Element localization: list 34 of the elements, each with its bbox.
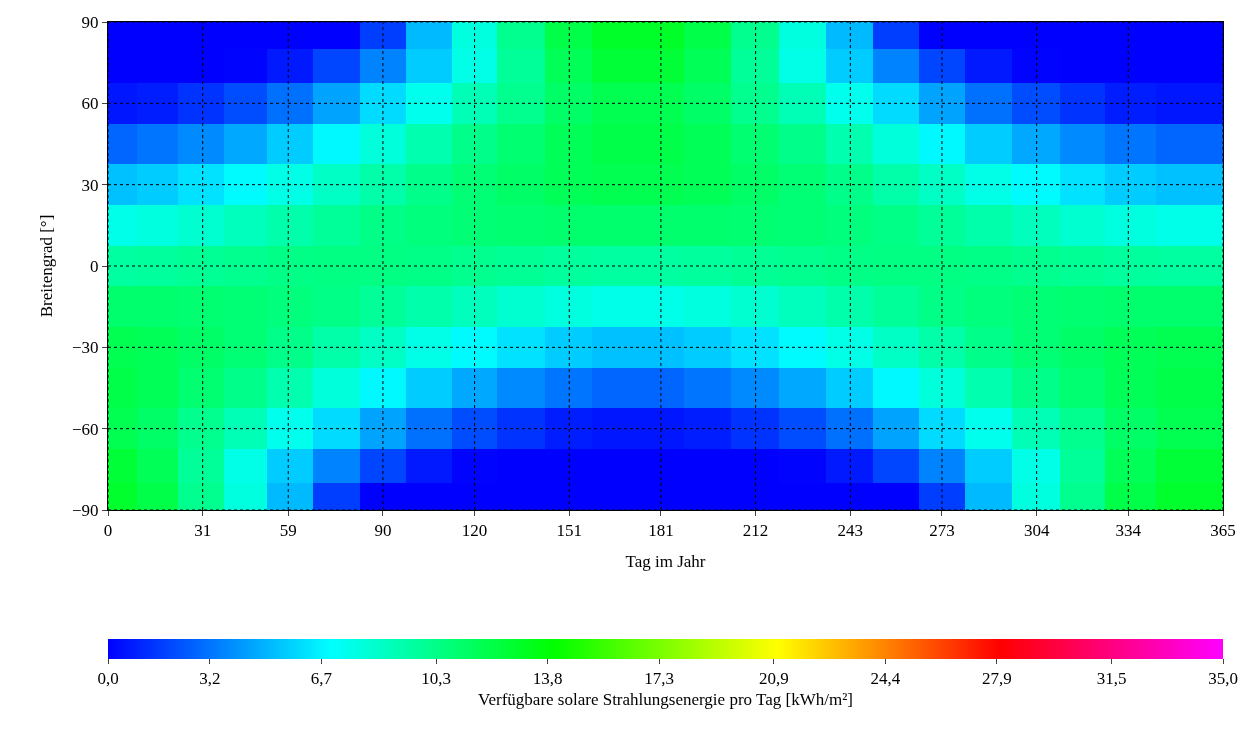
y-tick-label: 90 (81, 12, 99, 32)
x-tick-label: 243 (837, 521, 864, 541)
color-bar-label: 13,8 (532, 668, 563, 688)
y-tick-label: 30 (81, 175, 99, 195)
x-tick-label: 273 (929, 521, 955, 541)
color-bar-label: 35,0 (1208, 668, 1238, 688)
x-tick-label: 90 (374, 521, 392, 541)
x-tick-label: 365 (1210, 521, 1236, 541)
y-tick-label: −90 (72, 500, 99, 520)
x-tick-label: 334 (1115, 521, 1142, 541)
color-bar-label: 6,7 (310, 668, 333, 688)
x-tick-label: 31 (194, 521, 212, 541)
color-bar-label: 0,0 (97, 668, 119, 688)
x-tick-label: 120 (461, 521, 488, 541)
color-bar-label: 24,4 (870, 668, 901, 688)
y-axis-title: Breitengrad [°] (36, 214, 56, 318)
x-tick-label: 0 (103, 521, 113, 541)
color-bar-label: 31,5 (1096, 668, 1127, 688)
x-tick-label: 59 (279, 521, 297, 541)
color-bar-label: 3,2 (199, 668, 221, 688)
x-tick-label: 212 (742, 521, 769, 541)
color-bar-label: 17,3 (644, 668, 675, 688)
color-bar-label: 20,9 (758, 668, 789, 688)
x-axis-title: Tag im Jahr (625, 551, 706, 571)
color-bar-label: 10,3 (421, 668, 452, 688)
color-bar-title: Verfügbare solare Strahlungsenergie pro Tag [kWh/m²] (478, 689, 853, 709)
y-tick-label: −30 (72, 338, 99, 358)
y-tick-label: 60 (81, 94, 99, 114)
x-tick-label: 181 (648, 521, 674, 541)
y-tick-label: 0 (90, 256, 99, 276)
y-tick-label: −60 (72, 419, 99, 439)
x-tick-label: 151 (556, 521, 583, 541)
x-tick-label: 304 (1023, 521, 1050, 541)
color-bar-label: 27,9 (981, 668, 1012, 688)
